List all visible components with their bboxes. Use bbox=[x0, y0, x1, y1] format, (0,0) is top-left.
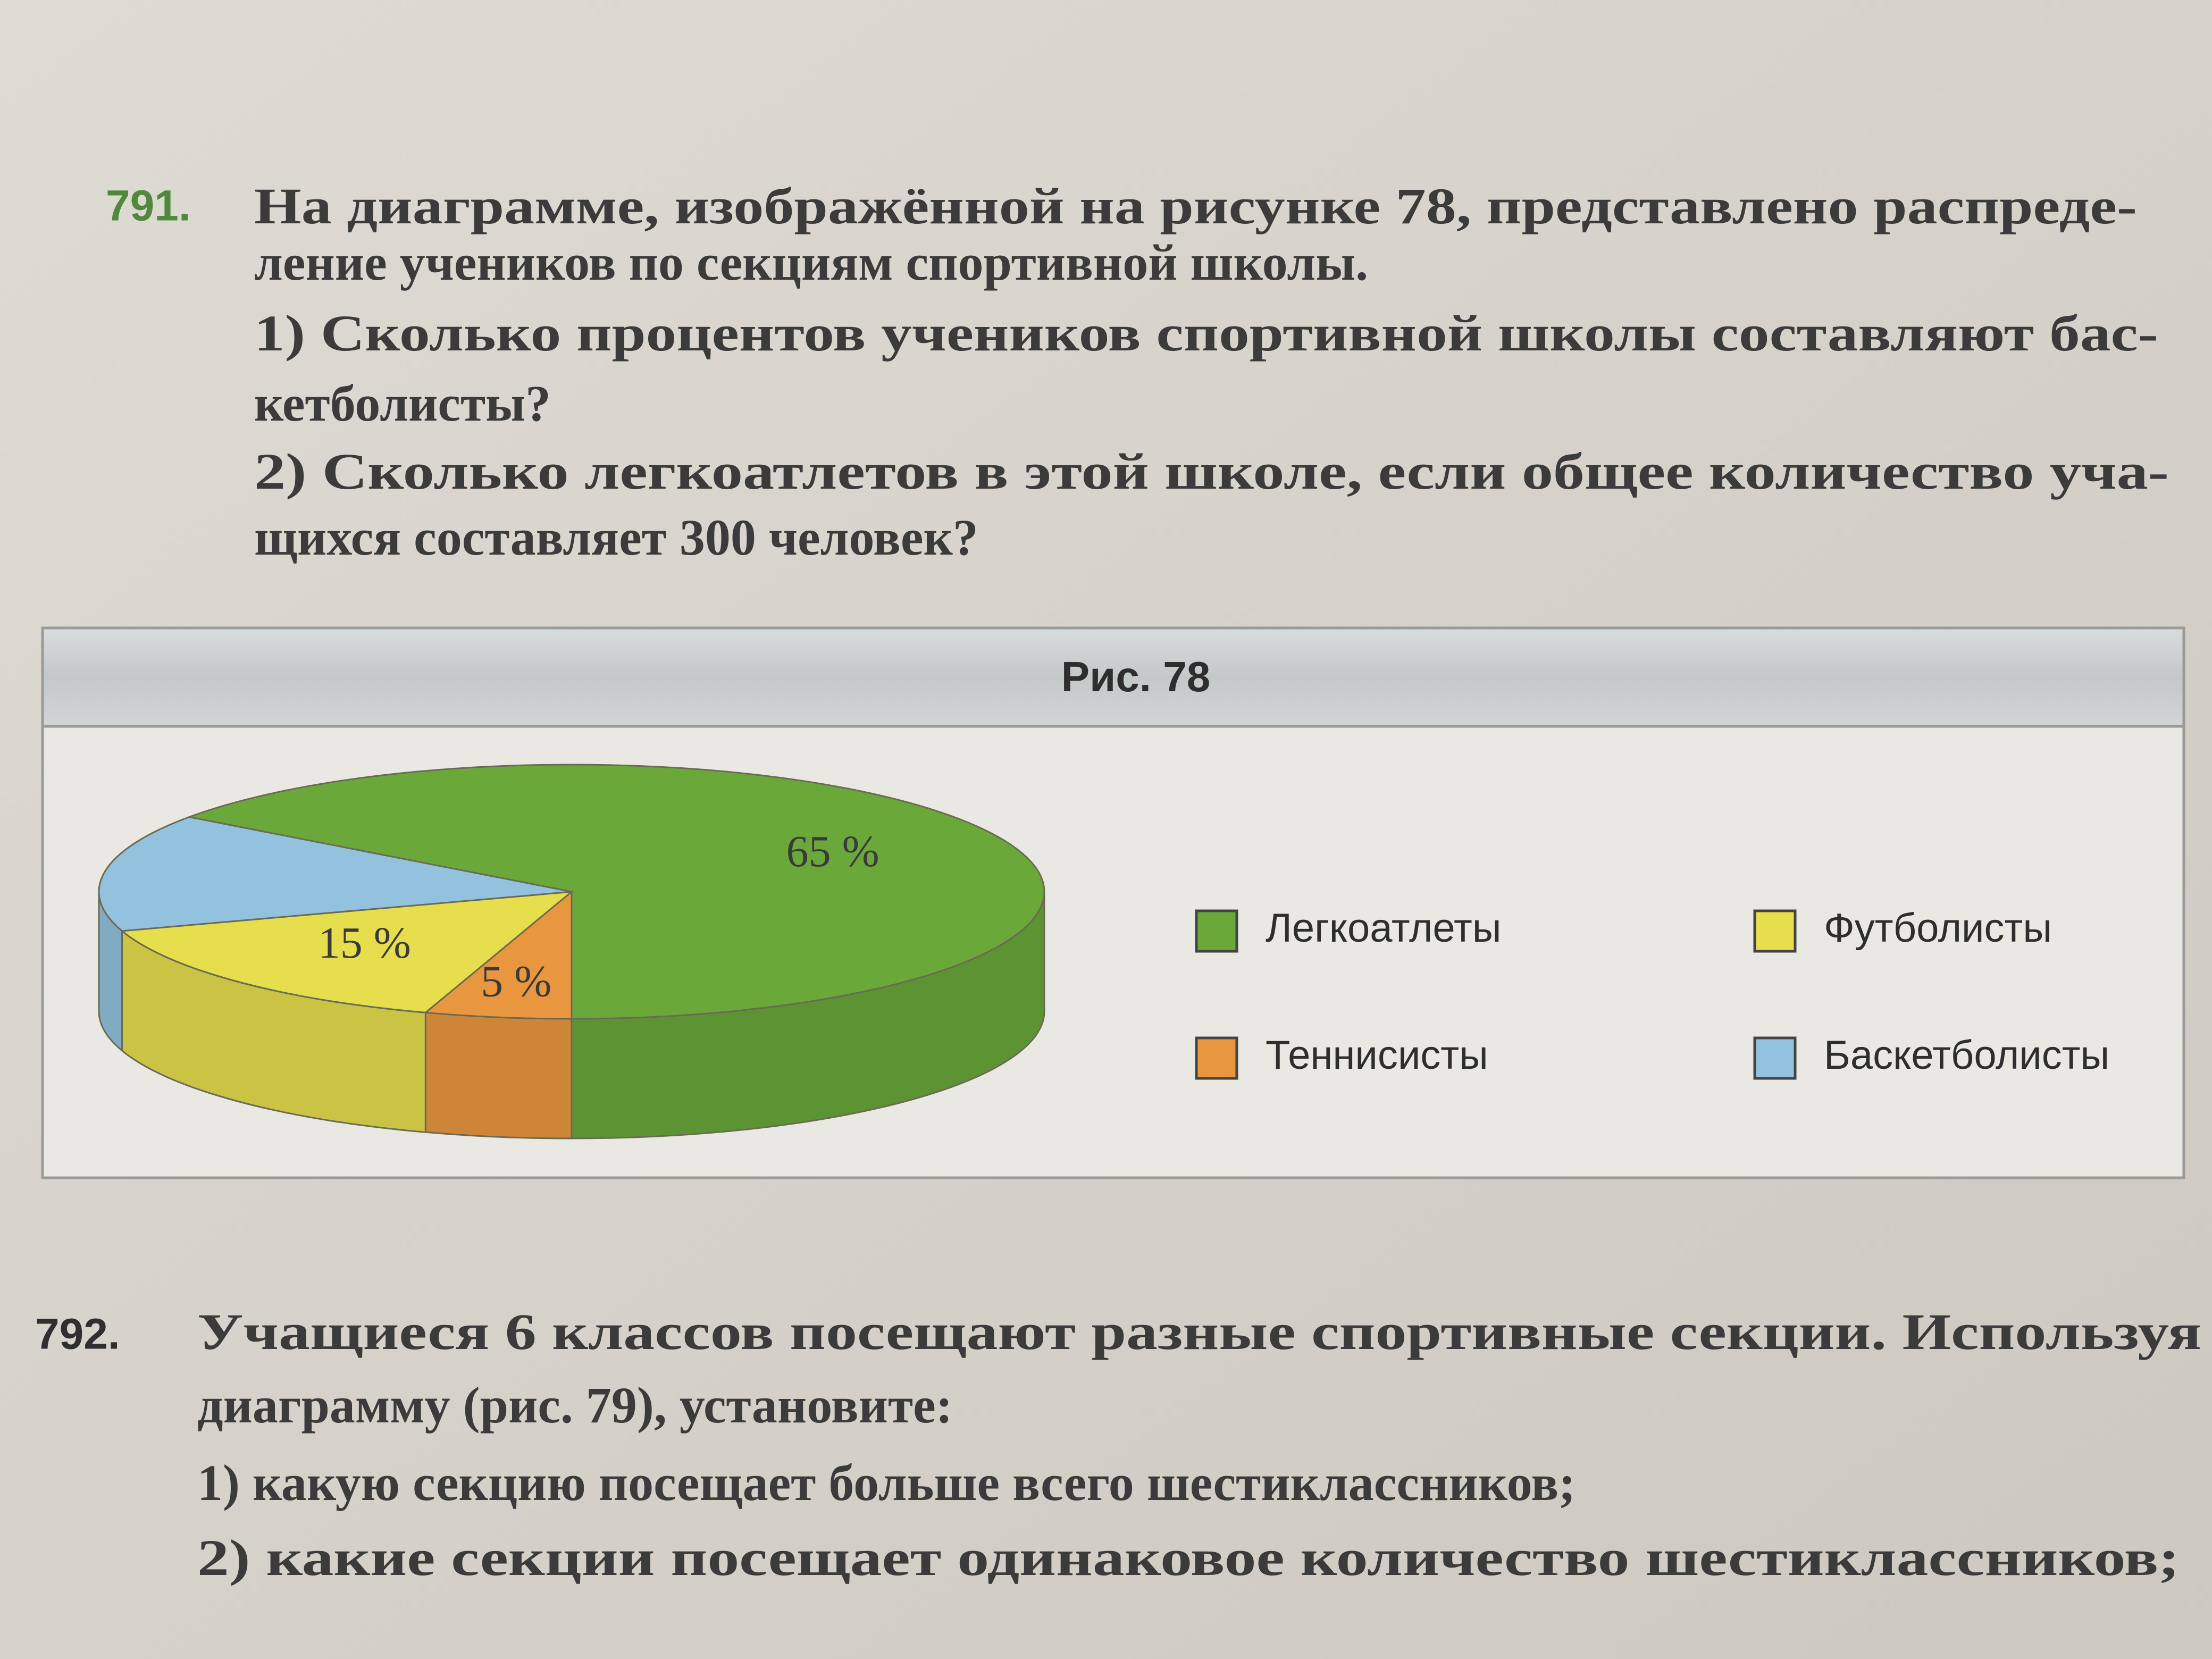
problem-text: 791. На диаграмме, изображённой на рисунк… bbox=[35, 178, 2201, 1586]
legend-label: Теннисисты bbox=[1266, 1033, 1488, 1078]
legend-label: Футболисты bbox=[1824, 906, 2052, 951]
pie-slice bbox=[186, 764, 1045, 1020]
figure-caption: Рис. 78 bbox=[1061, 653, 1210, 700]
text-line: 2) Сколько легкоатлетов в этой школе, ес… bbox=[254, 443, 2169, 500]
legend-swatch bbox=[1195, 1036, 1238, 1080]
problem-number: 791. bbox=[106, 182, 191, 230]
problem-number: 792. bbox=[35, 1310, 120, 1359]
text-line: щихся составляет 300 человек? bbox=[254, 509, 978, 566]
slice-label: 5 % bbox=[481, 957, 551, 1006]
text-line: Учащиеся 6 классов посещают разные спорт… bbox=[197, 1303, 2201, 1360]
text-line: 1) какую секцию посещает больше всего ше… bbox=[197, 1454, 1576, 1511]
legend: Легкоатлеты Теннисисты Футболисты Баскетбол… bbox=[1195, 906, 2109, 1080]
figure-header bbox=[41, 626, 2185, 728]
legend-label: Легкоатлеты bbox=[1266, 906, 1502, 951]
text-line: 2) какие секции посещает одинаковое коли… bbox=[197, 1529, 2180, 1586]
pie-side bbox=[424, 1011, 573, 1139]
slice-label: 65 % bbox=[786, 827, 879, 876]
pie-slice bbox=[98, 816, 572, 932]
pie-slice bbox=[423, 890, 573, 1020]
legend-label: Баскетболисты bbox=[1824, 1033, 2109, 1078]
text-line: диаграмму (рис. 79), установите: bbox=[197, 1377, 953, 1434]
slice-label: 15 % bbox=[318, 918, 411, 968]
text-line: кетболисты? bbox=[254, 375, 551, 432]
pie-chart: 65 % 5 % 15 % bbox=[98, 764, 1045, 1139]
text-line: На диаграмме, изображённой на рисунке 78… bbox=[254, 178, 2137, 234]
text-line: ление учеников по секциям спортивной шко… bbox=[254, 234, 1368, 291]
legend-swatch bbox=[1195, 909, 1238, 953]
legend-swatch bbox=[1753, 1036, 1797, 1080]
text-line: 1) Сколько процентов учеников спортивной… bbox=[254, 305, 2158, 362]
legend-swatch bbox=[1753, 909, 1797, 953]
